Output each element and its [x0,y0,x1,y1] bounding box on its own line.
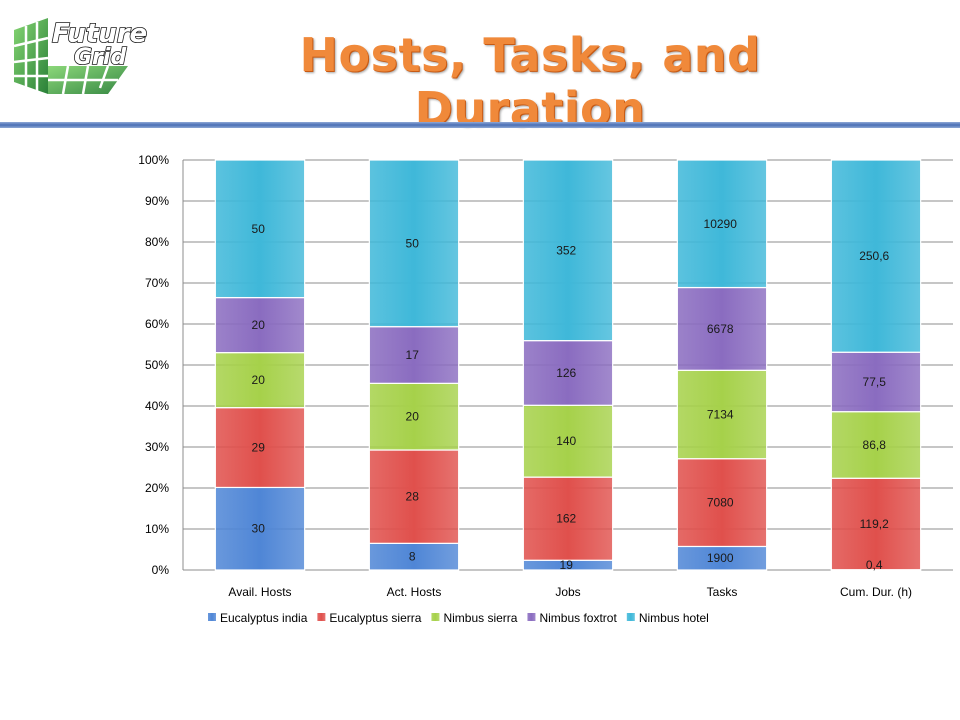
futuregrid-logo: Future Grid [13,18,148,95]
data-label: 140 [556,434,576,448]
y-tick-label: 80% [145,235,169,249]
data-label: 119,2 [860,517,889,531]
bar-segment [368,449,460,544]
title-divider [0,122,960,128]
legend-label: Nimbus foxtrot [539,611,617,625]
data-label: 28 [406,490,420,504]
x-tick-label: Jobs [555,585,580,599]
x-tick-label: Avail. Hosts [228,585,291,599]
data-labels: 30 29 20 20 50 8 28 20 17 50 19 162 140 126 352 1900 708… [252,217,890,572]
x-axis-ticks: Avail. Hosts Act. Hosts Jobs Tasks Cum. Dur.… [228,585,912,599]
legend-swatch [317,613,326,621]
y-tick-label: 50% [145,358,169,372]
data-label: 50 [252,222,266,236]
legend-swatch [431,613,440,621]
data-label: 50 [406,236,420,250]
data-label: 17 [406,348,420,362]
legend-label: Nimbus hotel [639,611,709,625]
bar-segment [830,477,922,571]
y-tick-label: 20% [145,481,169,495]
data-label: 162 [556,512,576,526]
legend: Eucalyptus india Eucalyptus sierra Nimbus … [208,611,709,625]
x-tick-label: Cum. Dur. (h) [840,585,912,599]
data-label: 30 [252,522,266,536]
bar-segment [214,352,306,409]
bar-segment [214,486,306,571]
y-tick-label: 90% [145,194,169,208]
bar-segment [676,286,768,371]
data-label: 352 [556,243,576,257]
stacked-bar-chart: 0% 10% 20% 30% 40% 50% 60% 70% 80% 90% 100% 30 29 20… [138,153,953,625]
bar-segment [676,369,768,460]
data-label: 7080 [707,496,734,510]
bar-segment [522,159,614,342]
bar-segment [522,340,614,406]
data-label: 20 [252,373,266,387]
data-label: 126 [556,366,576,380]
y-axis-ticks: 0% 10% 20% 30% 40% 50% 60% 70% 80% 90% 100% [138,153,169,577]
bar-segment [830,351,922,413]
y-tick-label: 10% [145,522,169,536]
y-tick-label: 30% [145,440,169,454]
bar-segment [214,407,306,489]
legend-swatch [626,613,635,621]
x-tick-label: Tasks [707,585,738,599]
data-label: 20 [252,318,266,332]
data-label: 250,6 [859,249,889,263]
bar-segment [368,326,460,384]
logo-text-future: Future [52,19,147,49]
bars [214,159,922,571]
data-label: 6678 [707,322,734,336]
bar-segment [214,296,306,354]
bar-segment [368,159,460,328]
grid-mark-icon [13,18,128,95]
data-label: 7134 [707,407,734,421]
y-tick-label: 70% [145,276,169,290]
data-label: 86,8 [863,438,887,452]
legend-label: Eucalyptus india [220,611,308,625]
bar-segment [676,159,768,289]
bar-segment [368,542,460,571]
data-label: 10290 [704,217,738,231]
data-label: 19 [560,558,574,572]
legend-swatch [527,613,536,621]
data-label: 77,5 [863,375,887,389]
legend-label: Eucalyptus sierra [329,611,421,625]
data-label: 8 [409,550,416,564]
legend-label: Nimbus sierra [443,611,517,625]
data-label: 1900 [707,551,734,565]
x-tick-label: Act. Hosts [387,585,442,599]
data-label: 0,4 [866,558,883,572]
bar-segment [214,159,306,299]
legend-swatch [208,613,216,621]
bar-segment [830,411,922,479]
bar-segment [830,159,922,353]
y-tick-label: 0% [152,563,170,577]
y-tick-label: 60% [145,317,169,331]
data-label: 29 [252,441,266,455]
bar-segment [368,382,460,451]
slide-title: Hosts, Tasks, and Duration [299,28,761,136]
y-tick-label: 40% [145,399,169,413]
bar-segment [522,476,614,561]
data-label: 20 [406,410,420,424]
y-tick-label: 100% [138,153,169,167]
logo-text-grid: Grid [74,45,126,70]
bar-segment [522,404,614,478]
